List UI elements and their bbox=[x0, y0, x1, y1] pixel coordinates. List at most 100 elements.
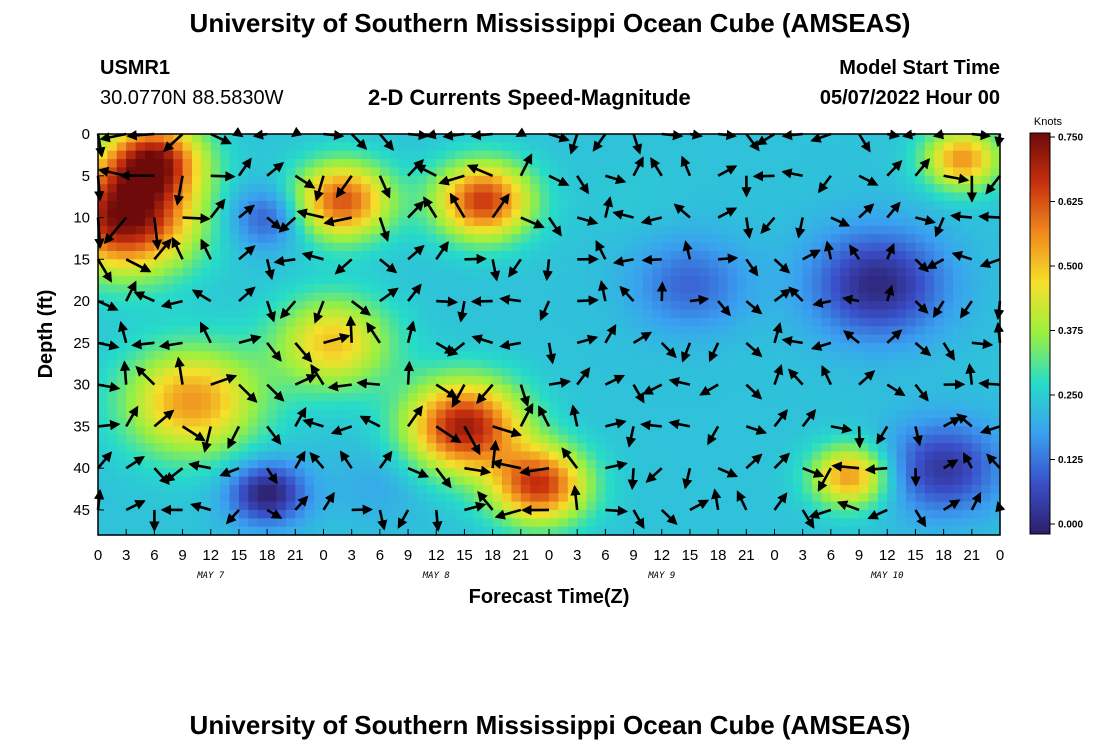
heatmap-cell bbox=[238, 401, 249, 411]
heatmap-cell bbox=[464, 443, 475, 453]
heatmap-cell bbox=[671, 242, 682, 252]
heatmap-cell bbox=[154, 501, 165, 511]
heatmap-cell bbox=[896, 351, 907, 361]
heatmap-cell bbox=[793, 342, 804, 352]
heatmap-cell bbox=[248, 451, 259, 461]
heatmap-cell bbox=[116, 526, 127, 536]
heatmap-cell bbox=[953, 493, 964, 503]
heatmap-cell bbox=[502, 234, 513, 244]
heatmap-cell bbox=[840, 476, 851, 486]
heatmap-cell bbox=[614, 468, 625, 478]
heatmap-cell bbox=[464, 200, 475, 210]
heatmap-cell bbox=[502, 317, 513, 327]
heatmap-cell bbox=[558, 518, 569, 528]
heatmap-cell bbox=[614, 367, 625, 377]
heatmap-cell bbox=[455, 518, 466, 528]
heatmap-cell bbox=[605, 443, 616, 453]
current-vector-arrow bbox=[238, 383, 258, 403]
heatmap-cell bbox=[520, 476, 531, 486]
heatmap-cell bbox=[144, 326, 155, 336]
heatmap-cell bbox=[689, 234, 700, 244]
heatmap-cell bbox=[445, 150, 456, 160]
heatmap-cell bbox=[351, 284, 362, 294]
heatmap-cell bbox=[708, 334, 719, 344]
heatmap-cell bbox=[558, 351, 569, 361]
heatmap-cell bbox=[849, 150, 860, 160]
heatmap-cell bbox=[736, 209, 747, 219]
heatmap-cell bbox=[830, 276, 841, 285]
heatmap-cell bbox=[285, 184, 296, 194]
current-vector-arrow bbox=[322, 491, 335, 511]
heatmap-cell bbox=[558, 367, 569, 377]
heatmap-cell bbox=[877, 259, 888, 269]
heatmap-cell bbox=[812, 267, 823, 277]
heatmap-cell bbox=[868, 384, 879, 394]
heatmap-cell bbox=[379, 476, 390, 486]
heatmap-cell bbox=[126, 200, 137, 210]
heatmap-cell bbox=[238, 317, 249, 327]
heatmap-cell bbox=[708, 167, 719, 177]
current-vector-arrow bbox=[125, 405, 139, 428]
heatmap-cell bbox=[126, 426, 137, 436]
heatmap-cell bbox=[182, 493, 193, 503]
heatmap-cell bbox=[154, 209, 165, 219]
heatmap-cell bbox=[398, 476, 409, 486]
heatmap-cell bbox=[595, 309, 606, 319]
heatmap-cell bbox=[802, 443, 813, 453]
heatmap-cell bbox=[191, 200, 202, 210]
current-vector-arrow bbox=[378, 175, 391, 199]
heatmap-cell bbox=[332, 225, 343, 235]
heatmap-cell bbox=[191, 509, 202, 519]
heatmap-cell bbox=[154, 484, 165, 494]
heatmap-cell bbox=[154, 159, 165, 169]
current-vector-arrow bbox=[745, 258, 759, 277]
heatmap-cell bbox=[154, 142, 165, 152]
heatmap-cell bbox=[135, 317, 146, 327]
heatmap-cell bbox=[436, 142, 447, 152]
heatmap-cell bbox=[426, 276, 437, 285]
heatmap-cell bbox=[116, 242, 127, 252]
heatmap-cell bbox=[445, 526, 456, 536]
heatmap-cell bbox=[229, 342, 240, 352]
heatmap-cell bbox=[783, 443, 794, 453]
heatmap-cell bbox=[408, 342, 419, 352]
heatmap-cell bbox=[549, 159, 559, 169]
heatmap-cell bbox=[577, 359, 588, 369]
heatmap-cell bbox=[755, 376, 766, 386]
heatmap-cell bbox=[163, 225, 174, 235]
heatmap-cell bbox=[285, 326, 296, 336]
heatmap-cell bbox=[426, 401, 437, 411]
heatmap-cell bbox=[736, 509, 747, 519]
heatmap-cell bbox=[210, 159, 221, 169]
heatmap-cell bbox=[238, 200, 249, 210]
heatmap-cell bbox=[276, 484, 287, 494]
heatmap-cell bbox=[248, 376, 259, 386]
heatmap-cell bbox=[877, 526, 888, 536]
heatmap-cell bbox=[426, 217, 437, 227]
heatmap-cell bbox=[567, 175, 578, 185]
heatmap-cell bbox=[718, 476, 729, 486]
heatmap-cell bbox=[201, 184, 212, 194]
heatmap-cell bbox=[849, 526, 860, 536]
heatmap-cell bbox=[116, 284, 127, 294]
heatmap-cell bbox=[887, 518, 898, 528]
heatmap-cell bbox=[830, 326, 841, 336]
heatmap-cell bbox=[295, 150, 306, 160]
heatmap-cell bbox=[285, 384, 296, 394]
heatmap-cell bbox=[502, 376, 513, 386]
heatmap-cell bbox=[539, 426, 550, 436]
heatmap-cell bbox=[887, 409, 898, 419]
heatmap-cell bbox=[473, 418, 484, 427]
heatmap-cell bbox=[990, 342, 1001, 352]
heatmap-cell bbox=[859, 409, 870, 419]
current-vector-arrow bbox=[817, 467, 833, 492]
heatmap-cell bbox=[924, 242, 935, 252]
heatmap-cell bbox=[661, 267, 672, 277]
heatmap-cell bbox=[295, 468, 306, 478]
heatmap-cell bbox=[229, 367, 240, 377]
heatmap-cell bbox=[126, 276, 137, 285]
heatmap-cell bbox=[257, 267, 268, 277]
heatmap-cell bbox=[408, 468, 419, 478]
heatmap-cell bbox=[220, 284, 231, 294]
heatmap-cell bbox=[746, 234, 757, 244]
